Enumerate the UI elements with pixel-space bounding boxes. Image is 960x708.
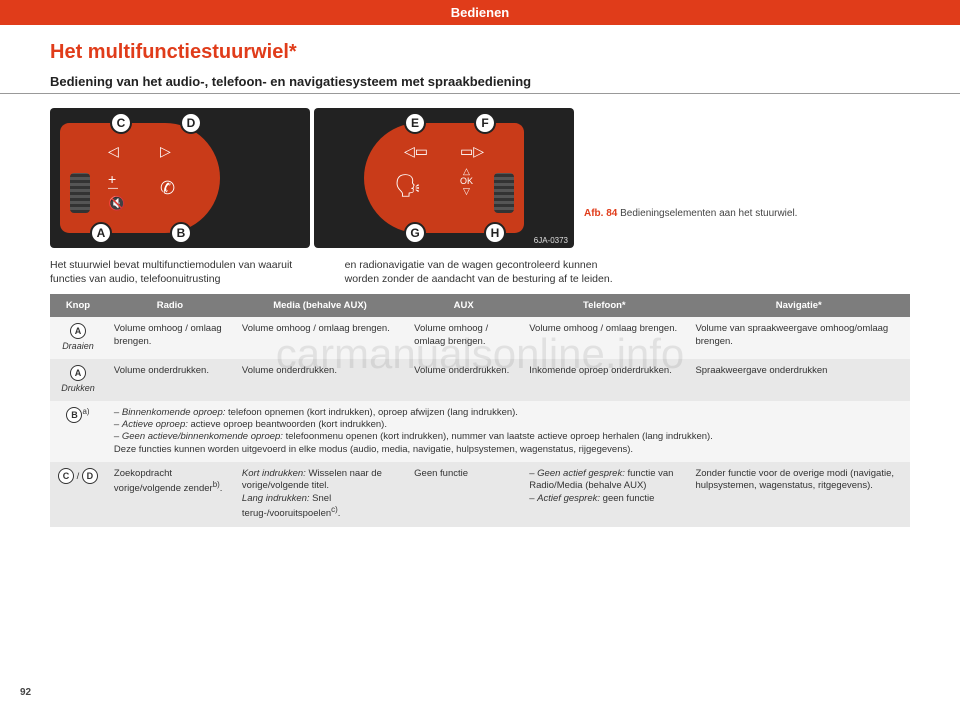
- cell: Volume omhoog / omlaag brengen.: [234, 317, 406, 359]
- prev-track-icon: ◁: [108, 143, 119, 160]
- cell: Volume omhoog / omlaag brengen.: [406, 317, 521, 359]
- cell: Volume onderdrukken.: [106, 359, 234, 401]
- next-track-icon: ▷: [160, 143, 171, 160]
- cell: Zonder functie voor de overige modi (nav…: [687, 462, 910, 527]
- knop-cell: ADraaien: [50, 317, 106, 359]
- view-next-icon: ▭▷: [460, 143, 484, 160]
- table-row: C / DZoekopdracht vorige/volgende zender…: [50, 462, 910, 527]
- body-col-1: Het stuurwiel bevat multifunctiemodulen …: [50, 258, 321, 286]
- phone-icon: ✆: [160, 178, 175, 199]
- figure-caption-text: Bedieningselementen aan het stuurwiel.: [620, 208, 797, 219]
- cell: Volume omhoog / omlaag brengen.: [521, 317, 687, 359]
- table-row: Ba)– Binnenkomende oproep: telefoon opne…: [50, 401, 910, 462]
- chapter-header: Bedienen: [0, 0, 960, 25]
- mute-icon: 🔇: [108, 195, 125, 212]
- cell: Volume onderdrukken.: [234, 359, 406, 401]
- th-knop: Knop: [50, 294, 106, 317]
- figure-row: ◁ ▷ + 🔇 — ✆ C D A B ◁▭ ▭▷ 🗣 △OK▽ E F G H…: [0, 102, 960, 252]
- knop-cell: Ba): [50, 401, 106, 462]
- subsection-title: Bediening van het audio-, telefoon- en n…: [0, 72, 960, 94]
- figure-code: 6JA-0373: [534, 236, 568, 245]
- voice-icon: 🗣: [394, 173, 422, 199]
- callout-a: A: [90, 222, 112, 244]
- callout-e: E: [404, 112, 426, 134]
- figure-caption-label: Afb. 84: [584, 208, 617, 219]
- table-row: ADrukkenVolume onderdrukken.Volume onder…: [50, 359, 910, 401]
- callout-d: D: [180, 112, 202, 134]
- table-row: ADraaienVolume omhoog / omlaag brengen.V…: [50, 317, 910, 359]
- th-media: Media (behalve AUX): [234, 294, 406, 317]
- knop-cell: C / D: [50, 462, 106, 527]
- volume-scroll-wheel: [70, 173, 90, 213]
- body-col-3: [639, 258, 910, 286]
- table-header-row: Knop Radio Media (behalve AUX) AUX Telef…: [50, 294, 910, 317]
- figure-left: ◁ ▷ + 🔇 — ✆ C D A B: [50, 108, 310, 248]
- section-title: Het multifunctiestuurwiel*: [0, 25, 960, 72]
- cell: Inkomende oproep onderdrukken.: [521, 359, 687, 401]
- cell: Zoekopdracht vorige/volgende zenderb).: [106, 462, 234, 527]
- body-text: Het stuurwiel bevat multifunctiemodulen …: [0, 252, 960, 294]
- callout-g: G: [404, 222, 426, 244]
- callout-c: C: [110, 112, 132, 134]
- ok-nav-icon: △OK▽: [460, 167, 473, 197]
- th-navigatie: Navigatie*: [687, 294, 910, 317]
- figure-caption: Afb. 84 Bedieningselementen aan het stuu…: [578, 108, 858, 219]
- minus-icon: —: [108, 183, 118, 194]
- figure-right: ◁▭ ▭▷ 🗣 △OK▽ E F G H 6JA-0373: [314, 108, 574, 248]
- cell: Volume omhoog / omlaag brengen.: [106, 317, 234, 359]
- callout-h: H: [484, 222, 506, 244]
- cell: – Geen actief gesprek: functie van Radio…: [521, 462, 687, 527]
- view-prev-icon: ◁▭: [404, 143, 428, 160]
- cell: Kort indrukken: Wisselen naar de vorige/…: [234, 462, 406, 527]
- page-number: 92: [20, 687, 31, 698]
- th-telefoon: Telefoon*: [521, 294, 687, 317]
- cell: Volume onderdrukken.: [406, 359, 521, 401]
- cell: Volume van spraakweergave omhoog/omlaag …: [687, 317, 910, 359]
- body-col-2: en radionavigatie van de wagen gecontrol…: [345, 258, 616, 286]
- callout-f: F: [474, 112, 496, 134]
- th-aux: AUX: [406, 294, 521, 317]
- callout-b: B: [170, 222, 192, 244]
- steering-panel-left: ◁ ▷ + 🔇 — ✆: [60, 123, 220, 233]
- cell-fullspan: – Binnenkomende oproep: telefoon opnemen…: [106, 401, 910, 462]
- steering-panel-right: ◁▭ ▭▷ 🗣 △OK▽: [364, 123, 524, 233]
- knop-cell: ADrukken: [50, 359, 106, 401]
- cell: Geen functie: [406, 462, 521, 527]
- cell: Spraakweergave onderdrukken: [687, 359, 910, 401]
- th-radio: Radio: [106, 294, 234, 317]
- menu-scroll-wheel: [494, 173, 514, 213]
- function-table: Knop Radio Media (behalve AUX) AUX Telef…: [50, 294, 910, 526]
